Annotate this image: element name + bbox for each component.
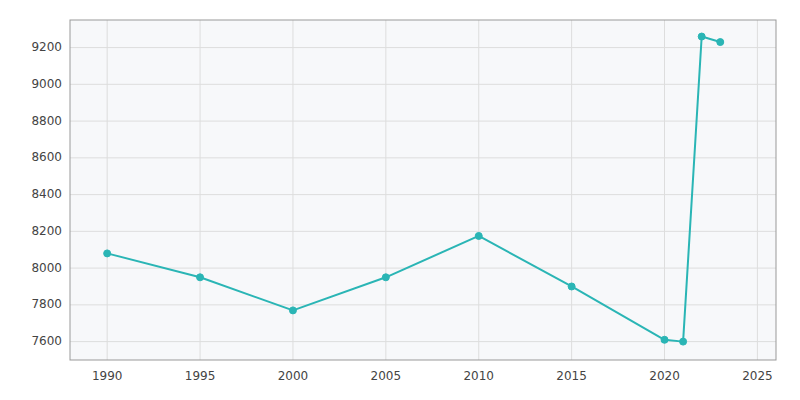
- y-grid-line: [70, 304, 776, 305]
- y-grid-line: [70, 157, 776, 158]
- y-tick-label: 7800: [31, 297, 62, 311]
- chart-container: 7600 7800 8000 8200 8400 8600 8800 9000 9200 1990…: [0, 0, 800, 400]
- y-tick-label: 7600: [31, 334, 62, 348]
- y-tick-label: 8000: [31, 261, 62, 275]
- y-tick-label: 9000: [31, 77, 62, 91]
- y-grid-line: [70, 194, 776, 195]
- y-tick-label: 8600: [31, 150, 62, 164]
- y-grid-line: [70, 231, 776, 232]
- x-tick-label: 2005: [371, 369, 402, 383]
- y-tick-label: 8800: [31, 114, 62, 128]
- x-tick-label: 2000: [278, 369, 309, 383]
- y-tick-label: 8400: [31, 187, 62, 201]
- x-tick-label: 1995: [185, 369, 216, 383]
- point: [289, 307, 296, 314]
- x-grid-line: [571, 20, 572, 360]
- point: [568, 283, 575, 290]
- point: [197, 274, 204, 281]
- x-grid-line: [478, 20, 479, 360]
- line: [107, 37, 720, 342]
- y-grid-line: [70, 47, 776, 48]
- x-tick-label: 2010: [463, 369, 494, 383]
- chart: 7600 7800 8000 8200 8400 8600 8800 9000 9200 1990…: [0, 0, 800, 400]
- point: [717, 39, 724, 46]
- point: [698, 33, 705, 40]
- x-tick-label: 1990: [92, 369, 123, 383]
- x-grid-line: [200, 20, 201, 360]
- y-grid-line: [70, 268, 776, 269]
- x-tick-label: 2025: [742, 369, 773, 383]
- y-grid-line: [70, 84, 776, 85]
- data-group: [104, 33, 724, 345]
- x-grid-line: [757, 20, 758, 360]
- x-grid-line: [107, 20, 108, 360]
- point: [382, 274, 389, 281]
- point: [104, 250, 111, 257]
- point: [680, 338, 687, 345]
- point: [661, 336, 668, 343]
- x-tick-label: 2020: [649, 369, 680, 383]
- y-grid-line: [70, 121, 776, 122]
- point: [475, 232, 482, 239]
- grid: [70, 20, 776, 360]
- y-tick-label: 8200: [31, 224, 62, 238]
- plot-background: [70, 20, 776, 360]
- x-grid-line: [664, 20, 665, 360]
- y-tick-label: 9200: [31, 40, 62, 54]
- plot-frame: [70, 20, 776, 360]
- x-tick-label: 2015: [556, 369, 587, 383]
- tick-labels: 7600 7800 8000 8200 8400 8600 8800 9000 9200 1990…: [31, 40, 772, 383]
- x-grid-line: [385, 20, 386, 360]
